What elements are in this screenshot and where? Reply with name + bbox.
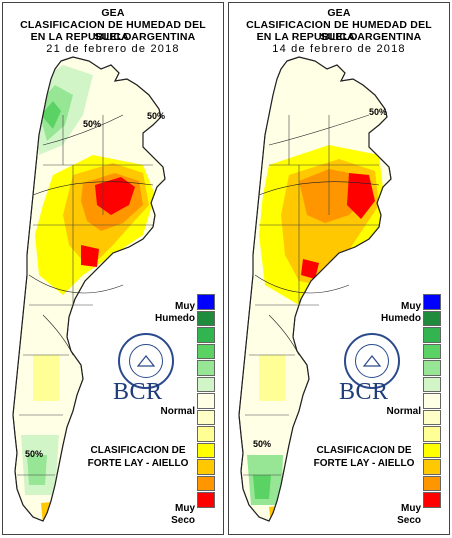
legend-swatch <box>197 492 215 508</box>
legend-dry-label-2: Seco <box>171 515 195 526</box>
legend-swatch <box>423 409 441 425</box>
legend-swatch <box>423 360 441 376</box>
bcr-brand: BCR <box>113 379 163 405</box>
legend-swatch <box>423 310 441 326</box>
legend-color-scale <box>197 293 215 508</box>
legend-swatch <box>197 475 215 491</box>
legend-swatch <box>423 294 441 310</box>
legend-swatch <box>197 426 215 442</box>
header-title-1: CLASIFICACION DE HUMEDAD DEL SUELO <box>246 19 432 43</box>
legend-swatch <box>423 327 441 343</box>
legend-swatch <box>197 393 215 409</box>
map-panel-left: GEA CLASIFICACION DE HUMEDAD DEL SUELO E… <box>2 2 224 535</box>
contour-label: 50% <box>147 111 166 121</box>
method-line-1: CLASIFICACION DE <box>90 445 186 456</box>
method-line-2: FORTE LAY - AIELLO <box>87 458 189 469</box>
argentina-soil-moisture-map <box>238 56 392 522</box>
legend-dry-label-1: Muy <box>175 503 195 514</box>
bcr-brand: BCR <box>339 379 389 405</box>
legend-wet-label-1: Muy <box>175 301 195 312</box>
map-panel-right: GEA CLASIFICACION DE HUMEDAD DEL SUELO E… <box>228 2 450 535</box>
legend-swatch <box>423 475 441 491</box>
legend-swatch <box>423 442 441 458</box>
header-date: 21 de febrero de 2018 <box>46 43 180 55</box>
method-line-1: CLASIFICACION DE <box>316 445 412 456</box>
header-org: GEA <box>101 7 125 19</box>
legend-swatch <box>197 360 215 376</box>
bcr-seal-logo <box>344 333 400 389</box>
legend-swatch <box>197 409 215 425</box>
legend-swatch <box>423 376 441 392</box>
legend-swatch <box>197 459 215 475</box>
legend-swatch <box>423 492 441 508</box>
header-org: GEA <box>327 7 351 19</box>
contour-label: 50% <box>83 119 102 129</box>
header-date: 14 de febrero de 2018 <box>272 43 406 55</box>
legend-dry-label-1: Muy <box>401 503 421 514</box>
contour-label: 50% <box>369 107 388 117</box>
legend-swatch <box>197 376 215 392</box>
legend-wet-label-1: Muy <box>401 301 421 312</box>
legend-normal-label: Normal <box>160 406 195 417</box>
header-title-2: EN LA REPUBLICA ARGENTINA <box>256 31 422 43</box>
legend-dry-label-2: Seco <box>397 515 421 526</box>
contour-label: 50% <box>253 439 272 449</box>
legend-normal-label: Normal <box>386 406 421 417</box>
legend-swatch <box>423 343 441 359</box>
legend-wet-label-2: Humedo <box>155 313 195 324</box>
legend-swatch <box>197 294 215 310</box>
legend-swatch <box>423 459 441 475</box>
contour-label: 50% <box>25 449 44 459</box>
legend-swatch <box>197 310 215 326</box>
legend-swatch <box>423 393 441 409</box>
legend-swatch <box>197 327 215 343</box>
legend-color-scale <box>423 293 441 508</box>
legend-swatch <box>197 343 215 359</box>
header-title-2: EN LA REPUBLICA ARGENTINA <box>30 31 196 43</box>
bcr-seal-logo <box>118 333 174 389</box>
legend-swatch <box>197 442 215 458</box>
legend-wet-label-2: Humedo <box>381 313 421 324</box>
legend-swatch <box>423 426 441 442</box>
method-line-2: FORTE LAY - AIELLO <box>313 458 415 469</box>
header-title-1: CLASIFICACION DE HUMEDAD DEL SUELO <box>20 19 206 43</box>
argentina-soil-moisture-map <box>12 56 166 522</box>
